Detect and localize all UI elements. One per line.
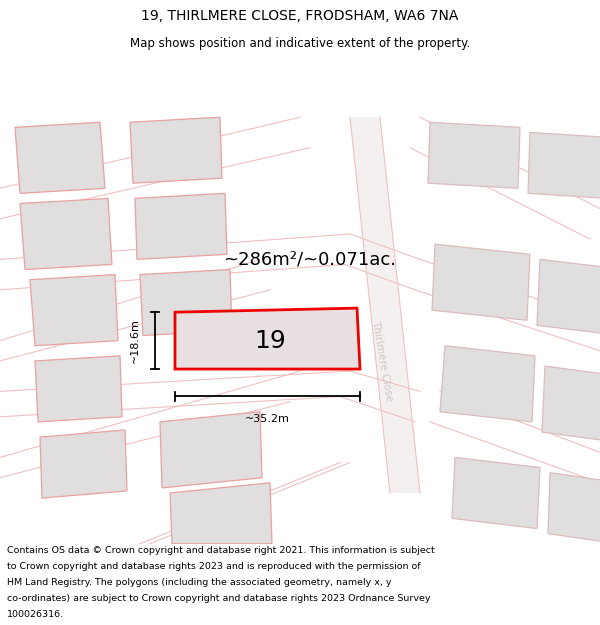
Polygon shape — [432, 244, 530, 320]
Polygon shape — [130, 118, 222, 183]
Polygon shape — [350, 118, 420, 493]
Text: 19: 19 — [254, 329, 286, 352]
Polygon shape — [30, 274, 118, 346]
Text: Thirlmere Close: Thirlmere Close — [370, 319, 394, 402]
Text: co-ordinates) are subject to Crown copyright and database rights 2023 Ordnance S: co-ordinates) are subject to Crown copyr… — [7, 594, 431, 602]
Polygon shape — [548, 472, 600, 544]
Polygon shape — [20, 199, 112, 269]
Polygon shape — [35, 356, 122, 422]
Text: Map shows position and indicative extent of the property.: Map shows position and indicative extent… — [130, 38, 470, 51]
Text: ~286m²/~0.071ac.: ~286m²/~0.071ac. — [223, 251, 397, 268]
Polygon shape — [528, 132, 600, 199]
Polygon shape — [15, 122, 105, 193]
Polygon shape — [140, 269, 232, 336]
Text: HM Land Registry. The polygons (including the associated geometry, namely x, y: HM Land Registry. The polygons (includin… — [7, 578, 392, 587]
Polygon shape — [428, 122, 520, 188]
Text: ~18.6m: ~18.6m — [130, 318, 140, 363]
Text: ~35.2m: ~35.2m — [245, 414, 290, 424]
Text: to Crown copyright and database rights 2023 and is reproduced with the permissio: to Crown copyright and database rights 2… — [7, 562, 421, 571]
Polygon shape — [542, 366, 600, 442]
Polygon shape — [135, 193, 227, 259]
Polygon shape — [440, 346, 535, 422]
Polygon shape — [537, 259, 600, 336]
Text: Contains OS data © Crown copyright and database right 2021. This information is : Contains OS data © Crown copyright and d… — [7, 546, 435, 555]
Polygon shape — [175, 308, 360, 369]
Polygon shape — [170, 482, 272, 544]
Polygon shape — [40, 430, 127, 498]
Text: 100026316.: 100026316. — [7, 609, 64, 619]
Polygon shape — [160, 412, 262, 488]
Polygon shape — [452, 458, 540, 529]
Text: 19, THIRLMERE CLOSE, FRODSHAM, WA6 7NA: 19, THIRLMERE CLOSE, FRODSHAM, WA6 7NA — [142, 9, 458, 22]
